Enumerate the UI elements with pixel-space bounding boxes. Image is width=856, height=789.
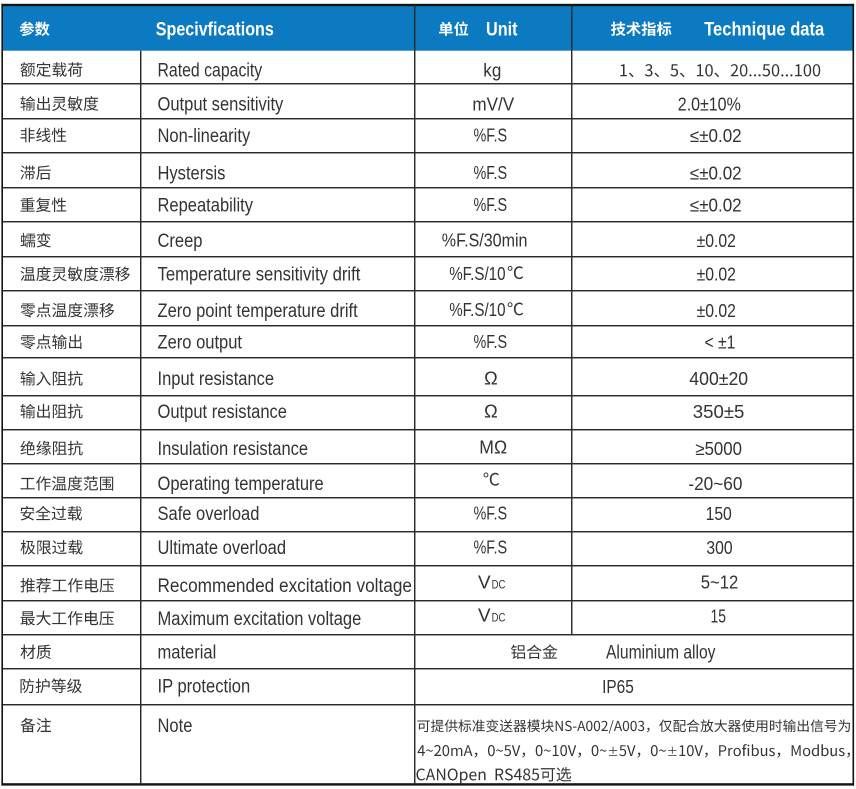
svg-text:Operating temperature: Operating temperature [158, 474, 324, 495]
svg-text:≤±0.02: ≤±0.02 [690, 196, 742, 216]
svg-text:5~12: 5~12 [701, 573, 739, 593]
svg-text:%F.S/10: %F.S/10 [449, 264, 505, 284]
svg-text:Zero output: Zero output [158, 333, 243, 354]
svg-text:Non-linearity: Non-linearity [158, 126, 251, 147]
svg-text:%F.S: %F.S [474, 163, 508, 183]
svg-text:150: 150 [706, 504, 732, 524]
svg-text:300: 300 [706, 538, 732, 558]
svg-text:Recommended excitation voltage: Recommended excitation voltage [158, 576, 413, 597]
svg-text:kg: kg [483, 60, 501, 80]
svg-text:Ω: Ω [484, 402, 498, 422]
svg-text:400±20: 400±20 [689, 369, 748, 389]
svg-text:Hystersis: Hystersis [158, 163, 226, 184]
svg-text:Note: Note [158, 716, 193, 737]
svg-text:Input resistance: Input resistance [158, 369, 275, 390]
svg-text:Temperature sensitivity drift: Temperature sensitivity drift [158, 265, 362, 286]
svg-text:DC: DC [492, 612, 506, 625]
svg-text:Safe overload: Safe overload [158, 504, 260, 525]
svg-text:%F.S/10: %F.S/10 [449, 300, 505, 320]
svg-text:Specivfications: Specivfications [156, 20, 274, 41]
svg-text:Creep: Creep [158, 231, 203, 252]
svg-text:Zero point temperature drift: Zero point temperature drift [158, 301, 359, 322]
svg-text:Insulation resistance: Insulation resistance [158, 439, 309, 460]
svg-text:Technique data: Technique data [704, 20, 824, 41]
svg-text:%F.S/30min: %F.S/30min [442, 230, 528, 250]
svg-text:Rated capacity: Rated capacity [158, 60, 263, 81]
svg-text:Aluminium alloy: Aluminium alloy [606, 643, 716, 664]
svg-text:mV/V: mV/V [472, 94, 514, 114]
svg-text:material: material [158, 643, 217, 664]
svg-text:±0.02: ±0.02 [697, 265, 736, 285]
svg-text:15: 15 [711, 607, 727, 627]
svg-text:IP protection: IP protection [158, 677, 251, 698]
svg-text:V: V [478, 606, 491, 626]
svg-text:IP65: IP65 [602, 677, 634, 697]
svg-text:V: V [478, 573, 491, 593]
svg-text:MΩ: MΩ [479, 438, 507, 458]
svg-text:%F.S: %F.S [474, 332, 508, 352]
svg-text:Unit: Unit [486, 20, 518, 41]
svg-text:%F.S: %F.S [474, 125, 508, 145]
svg-text:Ω: Ω [484, 369, 498, 389]
svg-text:< ±1: < ±1 [705, 333, 736, 353]
svg-text:±0.02: ±0.02 [697, 231, 736, 251]
svg-text:±0.02: ±0.02 [697, 301, 736, 321]
svg-text:-20~60: -20~60 [688, 474, 742, 494]
svg-text:Ultimate overload: Ultimate overload [158, 538, 287, 559]
svg-text:%F.S: %F.S [474, 504, 508, 524]
svg-text:≥5000: ≥5000 [695, 439, 742, 459]
svg-text:350±5: 350±5 [693, 402, 745, 422]
svg-text:≤±0.02: ≤±0.02 [690, 163, 742, 183]
svg-text:Output sensitivity: Output sensitivity [158, 94, 284, 115]
svg-text:%F.S: %F.S [474, 195, 508, 215]
svg-text:DC: DC [492, 579, 506, 592]
svg-text:%F.S: %F.S [474, 538, 508, 558]
svg-text:≤±0.02: ≤±0.02 [690, 126, 742, 146]
svg-text:Output resistance: Output resistance [158, 402, 288, 423]
svg-text:2.0±10%: 2.0±10% [678, 94, 741, 114]
svg-text:Maximum excitation voltage: Maximum excitation voltage [158, 609, 362, 630]
svg-text:Repeatability: Repeatability [158, 196, 254, 217]
